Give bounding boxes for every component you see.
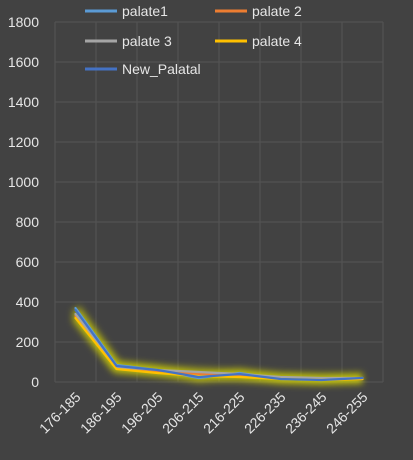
series-line-5 xyxy=(74,308,364,382)
x-tick-label: 186-195 xyxy=(77,389,125,437)
x-tick-label: 236-245 xyxy=(282,389,330,437)
y-tick-label: 400 xyxy=(16,294,40,310)
x-tick-label: 226-235 xyxy=(241,389,289,437)
y-tick-label: 1800 xyxy=(8,14,39,30)
x-tick-label: 216-225 xyxy=(200,389,248,437)
y-tick-label: 0 xyxy=(31,374,39,390)
y-tick-label: 800 xyxy=(16,214,40,230)
legend-label: palate 3 xyxy=(122,33,172,49)
legend-label: palate 2 xyxy=(252,3,302,19)
y-tick-label: 1200 xyxy=(8,134,39,150)
series-lines xyxy=(74,306,364,382)
legend: palate1 palate 2 palate 3 palate 4 New_Palat… xyxy=(85,3,302,77)
y-tick-label: 1000 xyxy=(8,174,39,190)
y-tick-label: 1400 xyxy=(8,94,39,110)
x-tick-label: 246-255 xyxy=(323,389,371,437)
legend-label: New_Palatal xyxy=(122,61,201,77)
legend-label: palate1 xyxy=(122,3,168,19)
y-tick-label: 200 xyxy=(16,334,40,350)
x-tick-label: 176-185 xyxy=(36,389,84,437)
legend-label: palate 4 xyxy=(252,33,302,49)
x-tick-label: 206-215 xyxy=(159,389,207,437)
x-tick-label: 196-205 xyxy=(118,389,166,437)
y-tick-label: 1600 xyxy=(8,54,39,70)
y-tick-label: 600 xyxy=(16,254,40,270)
x-axis: 176-185186-195196-205206-215216-225226-2… xyxy=(36,389,371,437)
y-axis: 0 200 400 600 800 1000 1200 1400 1600 1800 xyxy=(8,14,39,390)
grid xyxy=(54,21,384,383)
